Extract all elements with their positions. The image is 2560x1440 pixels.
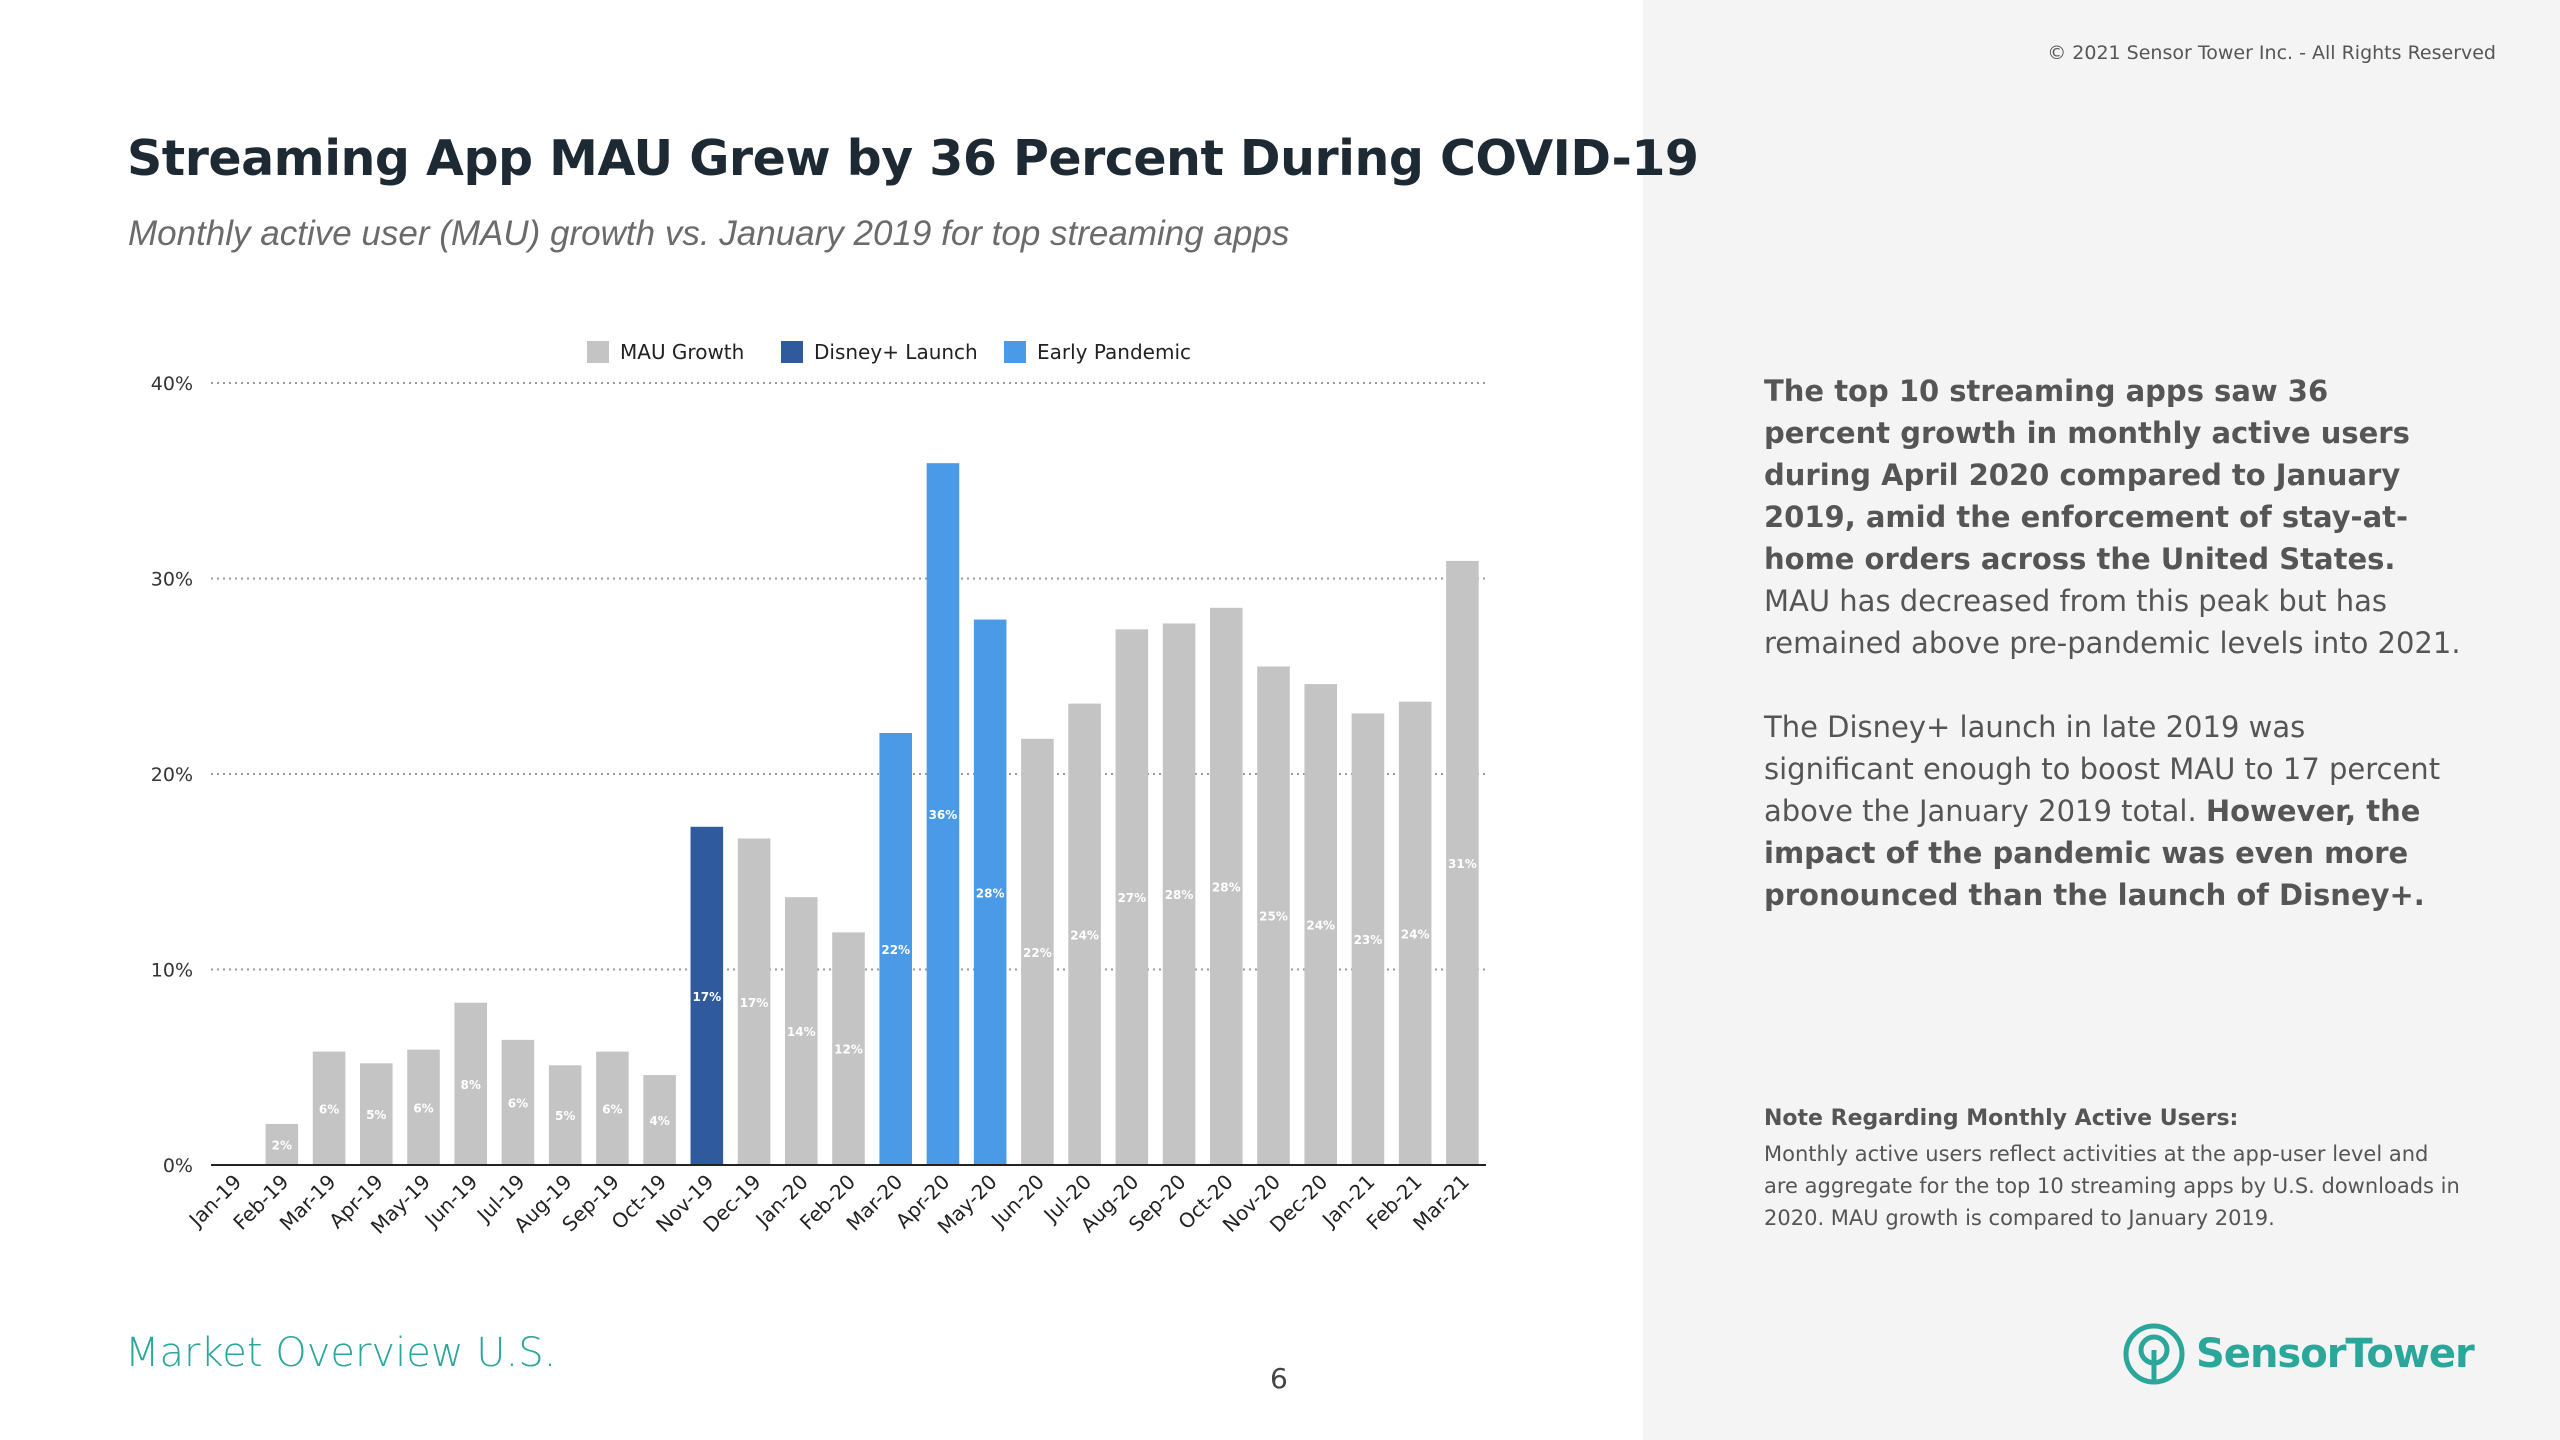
data-label: 17% (740, 996, 769, 1010)
data-label: 25% (1259, 910, 1288, 924)
page-number: 6 (1270, 1362, 1288, 1395)
bar (501, 1039, 535, 1165)
y-tick-label: 40% (151, 373, 193, 395)
bar (1351, 713, 1385, 1165)
data-label: 24% (1070, 928, 1099, 942)
bar (454, 1002, 488, 1165)
summary-p2-start: The Disney+ launch in late 2019 was sign… (1764, 710, 2441, 828)
data-label: 8% (461, 1078, 481, 1092)
bar (1446, 560, 1479, 1165)
bar (784, 897, 818, 1165)
bar (1209, 607, 1243, 1165)
bar (1398, 701, 1432, 1165)
note-heading: Note Regarding Monthly Active Users: (1764, 1106, 2239, 1131)
y-tick-label: 10% (151, 960, 193, 982)
data-label: 6% (602, 1102, 622, 1116)
data-label: 23% (1354, 933, 1383, 947)
data-label: 22% (1023, 946, 1052, 960)
legend-label: MAU Growth (620, 340, 744, 364)
data-label: 24% (1401, 927, 1430, 941)
sensor-tower-icon (2123, 1323, 2185, 1385)
sensor-tower-logo: SensorTower (2122, 1322, 2475, 1386)
bar (407, 1049, 440, 1165)
data-label: 31% (1448, 857, 1477, 871)
bar (1068, 703, 1101, 1165)
brand-name: SensorTower (2196, 1331, 2475, 1377)
x-tick-label: Jun-19 (419, 1170, 483, 1234)
bar (973, 619, 1007, 1165)
data-label: 27% (1117, 891, 1146, 905)
data-label: 5% (366, 1108, 386, 1122)
y-tick-label: 0% (163, 1155, 193, 1177)
bar (1304, 684, 1338, 1165)
legend-swatch (587, 341, 609, 363)
data-label: 14% (787, 1025, 816, 1039)
mau-growth-chart: 0%10%20%30%40%Jan-192%Feb-196%Mar-195%Ap… (151, 340, 1486, 1239)
bar (690, 826, 724, 1165)
bar (879, 732, 913, 1165)
page-subtitle: Monthly active user (MAU) growth vs. Jan… (128, 214, 1290, 253)
x-tick-label: Jun-20 (985, 1170, 1049, 1234)
summary-text: The top 10 streaming apps saw 36 percent… (1764, 370, 2464, 958)
right-panel (1643, 0, 2560, 1440)
legend-swatch (781, 341, 803, 363)
data-label: 36% (929, 808, 958, 822)
bar (737, 838, 771, 1165)
summary-paragraph-2: The Disney+ launch in late 2019 was sign… (1764, 706, 2464, 916)
copyright: © 2021 Sensor Tower Inc. - All Rights Re… (2047, 42, 2496, 64)
bar (596, 1051, 629, 1165)
bar (1162, 623, 1196, 1165)
data-label: 28% (976, 886, 1005, 900)
page-title: Streaming App MAU Grew by 36 Percent Dur… (127, 130, 1699, 187)
bar (832, 932, 865, 1165)
bar (1021, 738, 1054, 1165)
note-body: Monthly active users reflect activities … (1764, 1142, 2460, 1230)
legend-swatch (1004, 341, 1026, 363)
data-label: 17% (692, 990, 721, 1004)
bar (359, 1063, 393, 1165)
legend-label: Disney+ Launch (814, 340, 978, 364)
legend-label: Early Pandemic (1037, 340, 1191, 364)
data-label: 2% (272, 1138, 292, 1152)
data-label: 28% (1165, 888, 1194, 902)
summary-p1-bold: The top 10 streaming apps saw 36 percent… (1764, 374, 2410, 576)
data-label: 24% (1306, 919, 1335, 933)
data-label: 12% (834, 1043, 863, 1057)
bar (926, 463, 960, 1165)
bar (1257, 666, 1290, 1165)
summary-paragraph-1: The top 10 streaming apps saw 36 percent… (1764, 370, 2464, 664)
y-tick-label: 30% (151, 569, 193, 591)
bar (548, 1065, 582, 1165)
bar (643, 1075, 676, 1165)
data-label: 22% (881, 943, 910, 957)
data-label: 6% (508, 1096, 528, 1110)
summary-p2-bold: However, the impact of the pandemic was … (1764, 794, 2425, 912)
y-tick-label: 20% (151, 764, 193, 786)
data-label: 6% (413, 1101, 433, 1115)
section-footer: Market Overview U.S. (125, 1330, 557, 1376)
bar (1115, 629, 1149, 1165)
data-label: 5% (555, 1109, 575, 1123)
data-label: 4% (649, 1114, 669, 1128)
summary-p1-rest: MAU has decreased from this peak but has… (1764, 584, 2461, 660)
data-label: 6% (319, 1102, 339, 1116)
bar (265, 1123, 299, 1165)
data-label: 28% (1212, 880, 1241, 894)
bar (312, 1051, 346, 1165)
